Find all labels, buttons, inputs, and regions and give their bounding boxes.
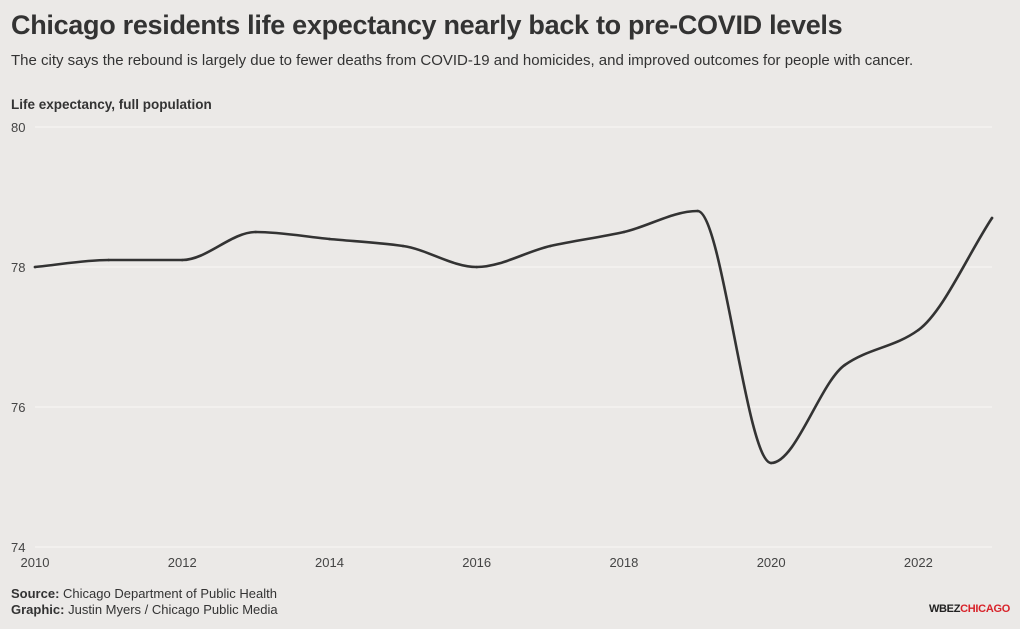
- data-point: [917, 328, 920, 332]
- x-axis-ticks: 2010 2012 2014 2016 2018 2020 2022: [21, 555, 933, 570]
- graphic-credit: Graphic: Justin Myers / Chicago Public M…: [11, 602, 278, 618]
- source-label: Source:: [11, 586, 60, 601]
- x-tick-label: 2014: [315, 555, 344, 570]
- data-point: [549, 244, 552, 248]
- data-point: [33, 265, 37, 269]
- data-point: [254, 230, 258, 234]
- y-tick-label: 74: [11, 540, 25, 555]
- data-point: [769, 461, 773, 465]
- data-point: [696, 209, 699, 213]
- data-point: [990, 216, 994, 220]
- graphic-label: Graphic:: [11, 602, 65, 617]
- data-point: [180, 258, 184, 262]
- series-line: [33, 209, 994, 465]
- data-point: [622, 230, 626, 234]
- chart-title: Chicago residents life expectancy nearly…: [11, 10, 843, 40]
- x-tick-label: 2018: [609, 555, 638, 570]
- y-tick-label: 80: [11, 120, 25, 135]
- logo-chicago: CHICAGO: [960, 603, 1010, 615]
- chart-subtitle: The city says the rebound is largely due…: [11, 52, 914, 69]
- x-tick-label: 2010: [21, 555, 50, 570]
- gridlines: [35, 126, 992, 548]
- chart-footer: Source: Chicago Department of Public Hea…: [11, 586, 278, 618]
- x-tick-label: 2022: [904, 555, 933, 570]
- x-tick-label: 2016: [462, 555, 491, 570]
- data-point: [843, 363, 847, 367]
- y-axis-label: Life expectancy, full population: [11, 97, 212, 112]
- y-tick-label: 78: [11, 260, 25, 275]
- wbez-chicago-logo: WBEZCHICAGO: [929, 603, 1010, 615]
- series-layer: [33, 209, 994, 465]
- data-point: [401, 244, 405, 248]
- y-tick-label: 76: [11, 400, 25, 415]
- graphic-text: Justin Myers / Chicago Public Media: [68, 602, 278, 617]
- source-credit: Source: Chicago Department of Public Hea…: [11, 586, 278, 602]
- data-point: [107, 258, 110, 262]
- y-axis-ticks: 74 76 78 80: [11, 120, 25, 555]
- x-tick-label: 2012: [168, 555, 197, 570]
- source-text: Chicago Department of Public Health: [63, 586, 277, 601]
- logo-wbez: WBEZ: [928, 603, 961, 615]
- x-tick-label: 2020: [757, 555, 786, 570]
- data-point: [328, 237, 331, 241]
- data-point: [475, 265, 478, 269]
